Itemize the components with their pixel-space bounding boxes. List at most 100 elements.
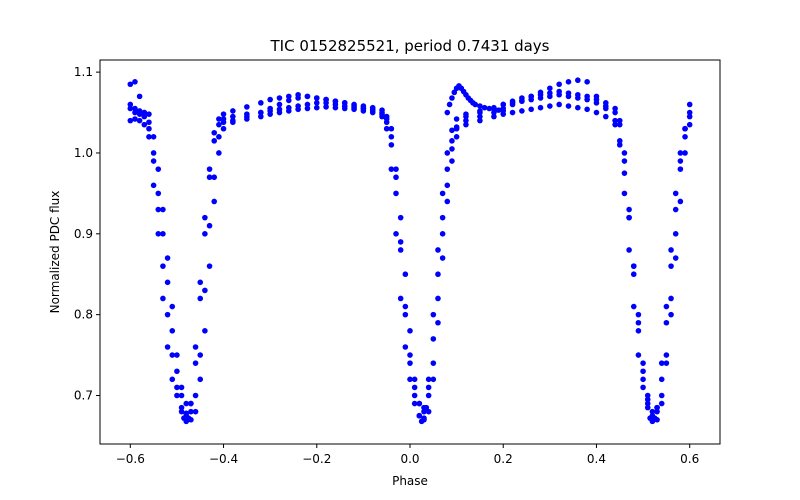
data-point bbox=[453, 125, 460, 132]
data-point bbox=[439, 190, 446, 197]
data-point bbox=[663, 352, 670, 358]
data-point bbox=[211, 174, 218, 181]
x-axis: −0.6 −0.4 −0.2 0.0 0.2 0.4 0.6 bbox=[116, 444, 699, 466]
data-point bbox=[407, 360, 413, 366]
data-point bbox=[341, 105, 348, 112]
data-point bbox=[682, 125, 688, 132]
data-point bbox=[276, 95, 283, 101]
data-point bbox=[444, 182, 451, 189]
data-point bbox=[682, 134, 688, 140]
data-point bbox=[132, 109, 138, 116]
data-point bbox=[258, 113, 264, 120]
data-point bbox=[383, 116, 390, 122]
data-point bbox=[425, 384, 432, 391]
data-point bbox=[640, 384, 646, 391]
data-point bbox=[150, 150, 157, 156]
data-point bbox=[463, 113, 469, 120]
data-point bbox=[313, 95, 320, 101]
data-point bbox=[477, 103, 483, 109]
data-point bbox=[197, 279, 204, 286]
data-point bbox=[444, 150, 451, 156]
data-point bbox=[575, 91, 581, 98]
data-point bbox=[188, 400, 194, 407]
data-point bbox=[216, 134, 222, 140]
data-point bbox=[528, 93, 534, 100]
data-point bbox=[276, 101, 283, 108]
data-point bbox=[206, 174, 213, 181]
data-point bbox=[584, 79, 590, 85]
data-point bbox=[127, 105, 134, 112]
data-point bbox=[132, 79, 138, 85]
data-point bbox=[640, 376, 646, 383]
data-point bbox=[388, 166, 395, 172]
data-point bbox=[216, 116, 222, 122]
data-point bbox=[230, 108, 236, 114]
data-point bbox=[388, 125, 395, 132]
data-point bbox=[379, 111, 385, 117]
data-point bbox=[192, 392, 199, 399]
x-tick-label: 0.6 bbox=[680, 452, 699, 466]
data-point bbox=[383, 125, 390, 132]
y-axis: 0.7 0.8 0.9 1.0 1.1 bbox=[74, 65, 100, 402]
data-point bbox=[547, 90, 553, 96]
data-point bbox=[677, 166, 684, 172]
data-point bbox=[463, 117, 469, 124]
data-point bbox=[397, 239, 404, 245]
data-point bbox=[686, 101, 693, 108]
data-point bbox=[388, 142, 395, 148]
data-point bbox=[500, 101, 507, 108]
data-point bbox=[686, 113, 693, 120]
data-point bbox=[547, 85, 553, 92]
data-point bbox=[136, 108, 143, 114]
data-point bbox=[672, 255, 679, 261]
data-point bbox=[206, 263, 213, 269]
x-tick-label: 0.2 bbox=[494, 452, 513, 466]
data-point bbox=[519, 108, 525, 114]
data-point bbox=[537, 104, 544, 111]
data-point bbox=[304, 101, 311, 108]
data-point bbox=[393, 190, 399, 197]
data-point bbox=[178, 408, 185, 415]
data-point bbox=[421, 408, 427, 415]
data-point bbox=[640, 360, 646, 366]
data-point bbox=[430, 311, 437, 318]
data-point bbox=[183, 400, 190, 407]
data-point bbox=[444, 109, 451, 116]
data-point bbox=[626, 247, 632, 253]
data-point bbox=[519, 95, 525, 101]
data-point bbox=[593, 109, 600, 116]
data-point bbox=[286, 108, 292, 114]
data-point bbox=[174, 352, 180, 358]
data-point bbox=[169, 352, 176, 358]
data-point bbox=[192, 408, 199, 415]
data-point bbox=[663, 360, 670, 366]
data-point bbox=[402, 344, 409, 350]
data-point bbox=[537, 91, 544, 98]
data-points bbox=[127, 77, 693, 425]
data-point bbox=[668, 295, 674, 302]
data-point bbox=[174, 368, 180, 375]
data-point bbox=[416, 400, 423, 407]
data-point bbox=[313, 100, 320, 106]
data-point bbox=[150, 182, 157, 189]
data-point bbox=[295, 106, 301, 113]
data-point bbox=[202, 287, 208, 294]
data-point bbox=[351, 103, 357, 109]
data-point bbox=[658, 376, 665, 383]
data-point bbox=[682, 150, 688, 156]
data-point bbox=[164, 344, 171, 350]
data-point bbox=[500, 108, 507, 114]
data-point bbox=[686, 121, 693, 128]
data-point bbox=[575, 104, 581, 111]
data-point bbox=[160, 295, 166, 302]
data-point bbox=[206, 222, 213, 229]
plot-area-frame bbox=[99, 59, 721, 445]
data-point bbox=[453, 134, 460, 140]
data-point bbox=[313, 104, 320, 111]
data-point bbox=[654, 416, 660, 423]
y-tick-label: 0.7 bbox=[74, 388, 93, 402]
data-point bbox=[565, 103, 572, 109]
data-point bbox=[136, 117, 143, 124]
data-point bbox=[174, 392, 180, 399]
data-point bbox=[132, 116, 138, 122]
